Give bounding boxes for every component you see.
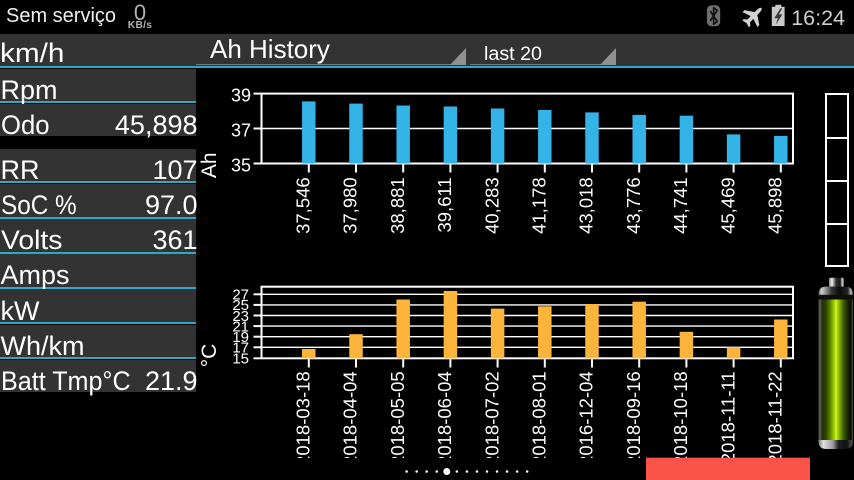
svg-text:°C: °C	[198, 344, 221, 368]
svg-text:2018-03-18: 2018-03-18	[293, 371, 314, 466]
svg-text:2018-08-01: 2018-08-01	[529, 371, 550, 466]
svg-text:45,898: 45,898	[765, 177, 786, 234]
svg-text:19: 19	[232, 329, 249, 346]
svg-text:2018-10-18: 2018-10-18	[670, 371, 691, 466]
svg-text:2016-12-04: 2016-12-04	[576, 371, 597, 466]
svg-text:2018-11-11: 2018-11-11	[717, 371, 738, 463]
svg-text:35: 35	[231, 155, 251, 175]
svg-text:45,469: 45,469	[717, 177, 738, 234]
svg-text:2018-09-16: 2018-09-16	[623, 371, 644, 466]
svg-text:15: 15	[232, 351, 249, 368]
svg-text:25: 25	[232, 297, 249, 314]
svg-text:2018-06-04: 2018-06-04	[434, 371, 455, 466]
svg-text:17: 17	[232, 340, 249, 357]
svg-text:2018-05-05: 2018-05-05	[387, 371, 408, 466]
svg-text:2018-11-22: 2018-11-22	[765, 371, 786, 464]
svg-text:41,178: 41,178	[529, 177, 550, 234]
svg-text:43,776: 43,776	[623, 177, 644, 234]
svg-text:37,980: 37,980	[340, 177, 361, 234]
svg-text:40,283: 40,283	[481, 177, 502, 234]
svg-text:21: 21	[232, 318, 249, 335]
svg-text:37,546: 37,546	[293, 177, 314, 234]
svg-text:39,611: 39,611	[434, 177, 455, 232]
svg-text:44,741: 44,741	[670, 177, 691, 234]
svg-text:38,881: 38,881	[387, 177, 408, 234]
svg-text:37: 37	[231, 120, 251, 140]
svg-text:27: 27	[232, 287, 249, 304]
svg-text:39: 39	[231, 85, 251, 105]
svg-text:2018-04-04: 2018-04-04	[340, 371, 361, 466]
svg-text:2018-07-02: 2018-07-02	[481, 371, 502, 466]
svg-text:43,018: 43,018	[576, 177, 597, 234]
svg-text:23: 23	[232, 308, 249, 325]
svg-text:Ah: Ah	[198, 152, 221, 178]
